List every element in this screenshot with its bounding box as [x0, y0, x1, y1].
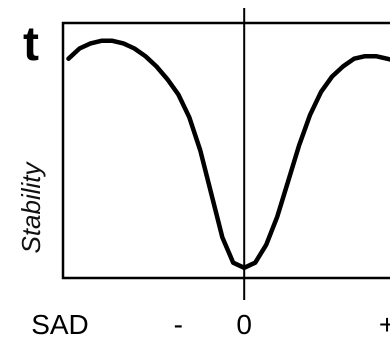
- x-axis-label: SAD: [31, 309, 89, 340]
- stability-curve: [66, 38, 390, 271]
- x-tick-labels: - 0 +: [174, 309, 390, 340]
- panel-label: t: [23, 18, 39, 71]
- y-axis-label: Stability: [16, 160, 46, 253]
- plot-frame: [61, 21, 390, 280]
- x-tick-label-zero: 0: [236, 309, 252, 340]
- x-tick-label-plus: +: [379, 309, 390, 340]
- x-tick-label-minus: -: [174, 309, 183, 340]
